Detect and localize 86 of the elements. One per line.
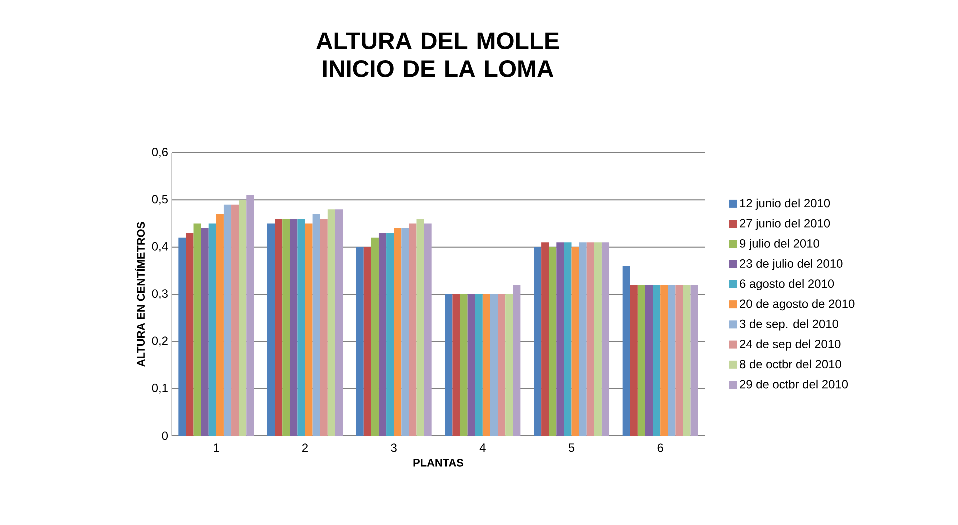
x-tick-label: 6	[658, 444, 664, 452]
legend-label: 23 de julio del 2010	[740, 259, 843, 270]
bar	[275, 219, 283, 436]
legend-label: 29 de octbr del 2010	[740, 380, 848, 389]
bar	[542, 242, 550, 436]
x-tick-label: 5	[568, 444, 575, 452]
legend-label: 8 de octbr del 2010	[740, 360, 842, 369]
bar	[371, 238, 379, 436]
bar	[409, 224, 417, 436]
y-tick-label: 0,4	[152, 242, 168, 252]
bar	[224, 204, 232, 436]
legend-label: 20 de agosto de 2010	[740, 299, 855, 311]
bar	[549, 247, 557, 436]
bar	[556, 242, 564, 436]
bar	[594, 242, 602, 436]
bar	[216, 214, 224, 436]
bar	[416, 219, 424, 436]
bar	[579, 242, 587, 436]
bar	[298, 219, 306, 436]
bar	[534, 247, 542, 436]
y-tick-label: 0,1	[152, 384, 168, 394]
bar	[239, 200, 247, 436]
bar	[622, 266, 630, 436]
legend-label: 12 junio del 2010	[740, 198, 830, 210]
y-tick-label: 0	[162, 432, 168, 440]
bar	[178, 238, 186, 436]
legend-label: 24 de sep del 2010	[740, 340, 841, 351]
legend-label: 6 agosto del 2010	[740, 279, 834, 291]
bar	[645, 285, 654, 436]
bar	[468, 294, 476, 436]
bar	[290, 219, 298, 436]
bar	[320, 219, 328, 436]
bar	[356, 247, 364, 436]
bar	[572, 247, 580, 436]
bar	[630, 285, 638, 436]
bar	[638, 285, 646, 436]
bar	[305, 224, 313, 436]
bar	[232, 204, 240, 436]
chart-title: ALTURA DEL MOLLE INICIO DE LA LOMA	[316, 32, 560, 78]
bar	[506, 294, 514, 436]
bar	[194, 224, 202, 436]
bar	[460, 294, 468, 436]
x-tick-label: 2	[302, 444, 308, 452]
bar	[335, 210, 344, 436]
bar	[452, 294, 460, 436]
bar	[402, 228, 410, 436]
y-tick-label: 0,3	[152, 290, 168, 300]
bar	[246, 195, 254, 436]
legend-label: 9 julio del 2010	[740, 239, 820, 250]
bar	[386, 233, 394, 436]
y-axis-title: ALTURA EN CENTÍMETROS	[135, 222, 146, 367]
bar	[445, 294, 453, 436]
bar	[683, 285, 691, 436]
bar	[312, 214, 320, 436]
legend-label: 27 junio del 2010	[740, 219, 830, 230]
bar	[668, 285, 676, 436]
x-tick-label: 1	[214, 444, 220, 452]
bar	[690, 285, 698, 436]
bar	[364, 247, 372, 436]
y-tick-label: 0,6	[152, 148, 168, 158]
bar	[328, 210, 336, 436]
bar	[482, 294, 490, 436]
bar	[424, 224, 432, 436]
bar	[498, 294, 506, 436]
bar	[513, 285, 521, 436]
bar	[378, 233, 387, 436]
bar	[660, 285, 668, 436]
y-tick-label: 0,5	[152, 195, 168, 206]
x-tick-label: 4	[480, 444, 486, 452]
x-axis-title: PLANTAS	[414, 459, 464, 467]
bar	[602, 242, 610, 436]
legend-label: 3 de sep. del 2010	[740, 320, 838, 331]
bar	[282, 219, 290, 436]
bar	[268, 224, 276, 436]
bar	[676, 285, 684, 436]
y-tick-label: 0,2	[152, 336, 168, 347]
x-tick-label: 3	[391, 444, 397, 452]
bar	[208, 224, 216, 436]
bar	[653, 285, 661, 436]
bar	[564, 242, 572, 436]
bar	[186, 233, 194, 436]
bar	[394, 228, 402, 436]
bar	[201, 228, 209, 436]
bar	[475, 294, 483, 436]
bar	[490, 294, 498, 436]
bar	[586, 242, 594, 436]
